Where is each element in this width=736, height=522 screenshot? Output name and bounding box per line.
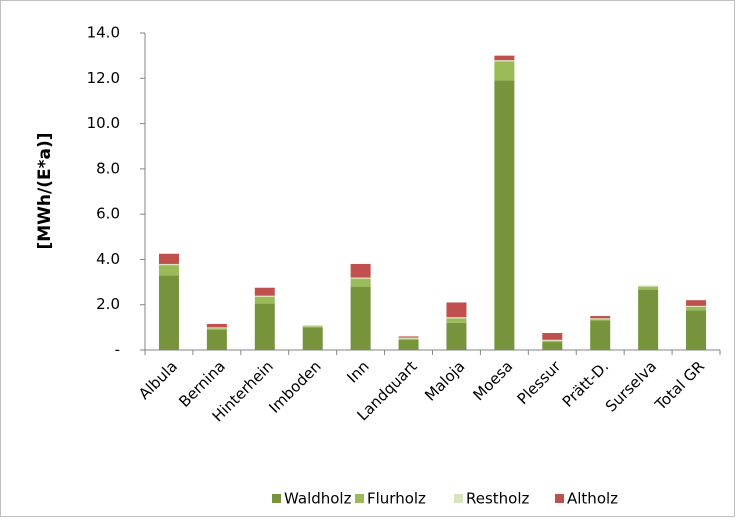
bar-segment <box>158 263 179 266</box>
bar-segment <box>686 306 707 311</box>
bar-segment <box>350 278 371 287</box>
bar-segment <box>350 286 371 350</box>
bar-segment <box>398 338 419 340</box>
bar-segment <box>350 263 371 278</box>
bar-segment <box>302 327 323 350</box>
y-tick-label: 4.0 <box>96 250 120 268</box>
legend-swatch <box>454 494 463 503</box>
bar-segment <box>494 55 515 61</box>
bar-segment <box>590 319 611 321</box>
legend-swatch <box>555 494 564 503</box>
bar-segment <box>446 317 467 319</box>
bar-segment <box>206 329 227 350</box>
legend-swatch <box>355 494 364 503</box>
bar-segment <box>254 287 275 296</box>
bar-segment <box>686 310 707 350</box>
bar-segment <box>302 326 323 328</box>
bar-segment <box>494 60 515 62</box>
y-tick-label: 8.0 <box>96 159 120 177</box>
y-tick-label: 14.0 <box>87 24 120 42</box>
bar-segment <box>590 320 611 350</box>
bar-segment <box>542 340 563 343</box>
y-axis-label: [MWh/(E*a)] <box>35 132 55 249</box>
bar-segment <box>542 339 563 341</box>
bar-segment <box>542 342 563 350</box>
legend-label: Waldholz <box>284 490 352 508</box>
bar-segment <box>254 296 275 304</box>
bar-segment <box>206 323 227 328</box>
bar-segment <box>494 80 515 351</box>
bar-segment <box>254 295 275 297</box>
legend-label: Flurholz <box>367 490 426 508</box>
legend-label: Restholz <box>466 490 530 508</box>
y-tick-label: - <box>115 341 120 359</box>
bar-segment <box>206 327 227 329</box>
bar-segment <box>686 305 707 307</box>
bar-segment <box>350 277 371 279</box>
bar-segment <box>158 253 179 264</box>
bar-segment <box>398 339 419 350</box>
bar-segment <box>206 328 227 330</box>
y-tick-label: 2.0 <box>96 295 120 313</box>
bar-segment <box>446 318 467 323</box>
bar-segment <box>590 318 611 320</box>
bar-segment <box>158 275 179 350</box>
bar-segment <box>542 333 563 340</box>
legend-swatch <box>272 494 281 503</box>
bar-segment <box>638 289 659 350</box>
bar-segment <box>494 61 515 81</box>
y-tick-label: 10.0 <box>87 114 120 132</box>
bar-segment <box>398 336 419 338</box>
bar-segment <box>638 285 659 287</box>
bar-segment <box>446 302 467 318</box>
bar-segment <box>446 322 467 350</box>
bar-segment <box>254 303 275 350</box>
legend-label: Altholz <box>567 490 618 508</box>
bar-segment <box>398 337 419 339</box>
bar-segment <box>686 300 707 306</box>
bar-segment <box>590 316 611 319</box>
bar-segment <box>158 265 179 276</box>
y-tick-label: 12.0 <box>87 69 120 87</box>
bar-segment <box>638 286 659 290</box>
bar-segment <box>302 325 323 327</box>
y-tick-label: 6.0 <box>96 205 120 223</box>
